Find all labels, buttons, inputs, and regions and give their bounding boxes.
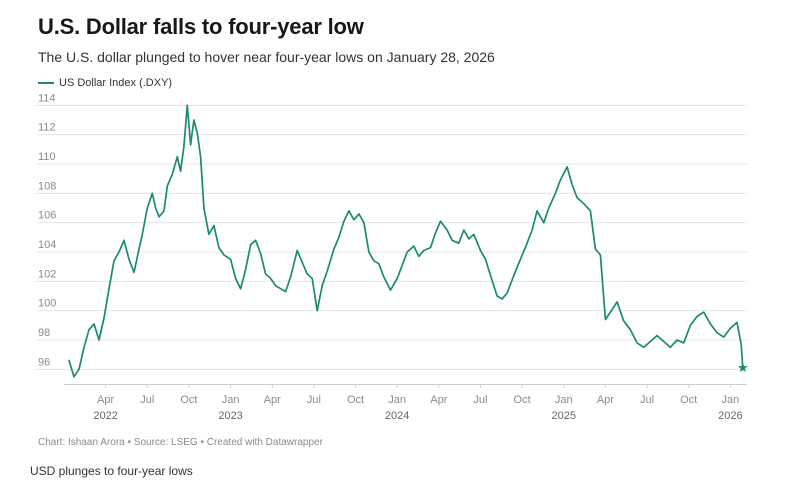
x-tick-label-4: Apr <box>264 394 281 406</box>
x-tick-label-2: Oct <box>180 394 197 406</box>
series-layer <box>68 104 748 378</box>
chart-legend: US Dollar Index (.DXY) <box>38 77 172 89</box>
legend-swatch <box>38 82 54 84</box>
x-tick-label-15: Jan <box>721 394 739 406</box>
x-tick-year-0: 2022 <box>93 410 117 422</box>
y-tick-label-114: 114 <box>38 92 56 104</box>
x-tick-label-13: Jul <box>640 394 654 406</box>
chart-title: U.S. Dollar falls to four-year low <box>38 14 364 39</box>
x-tick-label-1: Jul <box>140 394 154 406</box>
x-tick-year-7: 2024 <box>385 410 409 422</box>
chart-subtitle: The U.S. dollar plunged to hover near fo… <box>38 49 495 65</box>
caption: USD plunges to four-year lows <box>30 464 193 478</box>
y-tick-label-112: 112 <box>38 122 56 134</box>
y-tick-label-110: 110 <box>38 151 56 163</box>
x-tick-year-15: 2026 <box>718 410 742 422</box>
x-tick-label-7: Jan <box>388 394 406 406</box>
source-note: Chart: Ishaan Arora • Source: LSEG • Cre… <box>38 437 323 448</box>
y-tick-label-106: 106 <box>38 210 56 222</box>
x-tick-label-8: Apr <box>430 394 447 406</box>
x-tick-label-12: Apr <box>597 394 614 406</box>
y-tick-label-108: 108 <box>38 180 56 192</box>
y-tick-label-104: 104 <box>38 239 56 251</box>
x-tick-year-3: 2023 <box>218 410 242 422</box>
x-tick-label-14: Oct <box>680 394 697 406</box>
gridlines <box>36 104 747 370</box>
x-tick-label-6: Oct <box>347 394 364 406</box>
y-tick-label-98: 98 <box>38 327 50 339</box>
x-tick-label-10: Oct <box>514 394 531 406</box>
x-tick-year-11: 2025 <box>552 410 576 422</box>
x-axis: Apr 2022 Jul Oct Jan 2023 Apr Jul Oct Jan 2024 Apr J… <box>64 384 747 422</box>
x-tick-label-11: Jan <box>555 394 573 406</box>
y-axis: 96 98 100 102 104 106 108 110 112 114 <box>38 92 56 368</box>
x-tick-label-3: Jan <box>222 394 240 406</box>
series-end-marker-0 <box>738 362 748 372</box>
x-tick-label-5: Jul <box>307 394 321 406</box>
line-chart: 96 98 100 102 104 106 108 110 112 114 Apr 2022 Jul O… <box>36 92 748 422</box>
x-tick-label-9: Jul <box>473 394 487 406</box>
series-line-0 <box>68 104 744 378</box>
x-tick-label-0: Apr <box>97 394 114 406</box>
y-tick-label-100: 100 <box>38 298 56 310</box>
y-tick-label-102: 102 <box>38 268 56 280</box>
y-tick-label-96: 96 <box>38 356 50 368</box>
legend-label: US Dollar Index (.DXY) <box>59 77 173 89</box>
